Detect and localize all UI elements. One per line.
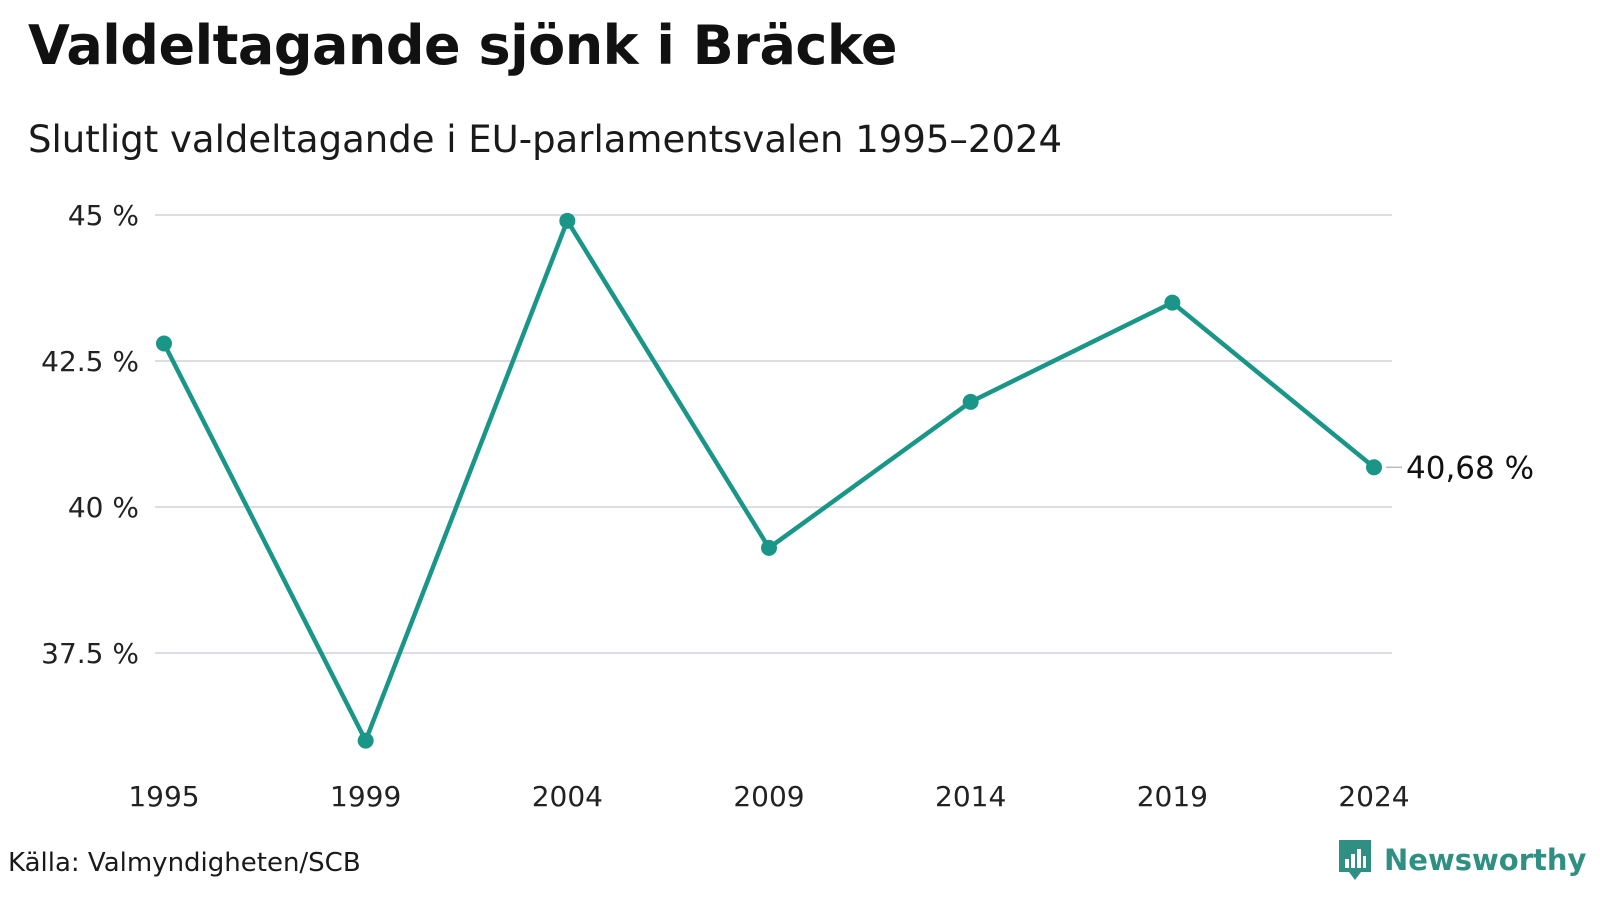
data-point xyxy=(357,732,374,749)
x-tick-label: 2019 xyxy=(1137,780,1208,813)
end-label-group: 40,68 % xyxy=(1386,450,1534,486)
data-point xyxy=(761,539,777,556)
chart-subtitle: Slutligt valdeltagande i EU-parlamentsva… xyxy=(28,118,1063,161)
series-group xyxy=(156,212,1382,749)
end-value-label: 40,68 % xyxy=(1406,450,1534,486)
series-line xyxy=(161,218,1377,743)
y-tick-label: 40 % xyxy=(68,491,139,524)
y-tick-label: 37.5 % xyxy=(41,637,139,670)
x-tick-label: 2004 xyxy=(532,780,603,813)
data-point xyxy=(962,393,979,410)
data-point xyxy=(156,335,172,352)
x-tick-label: 1999 xyxy=(330,780,401,813)
newsworthy-logo-icon xyxy=(1339,840,1371,880)
brand-name: Newsworthy xyxy=(1384,843,1587,877)
data-point xyxy=(559,212,576,229)
x-tick-label: 2024 xyxy=(1338,780,1409,813)
y-tick-label: 42.5 % xyxy=(41,345,139,378)
x-axis-ticks: 1995 1999 2004 2009 2014 2019 2024 xyxy=(128,780,1409,813)
brand-logo: Newsworthy xyxy=(1336,836,1586,884)
x-tick-label: 2009 xyxy=(733,780,804,813)
source-note: Källa: Valmyndigheten/SCB xyxy=(8,848,361,878)
chart-title: Valdeltagande sjönk i Bräcke xyxy=(28,14,897,77)
data-point xyxy=(1164,294,1181,311)
y-axis-ticks: 45 % 42.5 % 40 % 37.5 % xyxy=(41,199,139,670)
gridlines xyxy=(155,214,1392,654)
data-point xyxy=(1366,459,1382,476)
x-tick-label: 2014 xyxy=(935,780,1006,813)
y-tick-label: 45 % xyxy=(68,199,139,232)
x-tick-label: 1995 xyxy=(128,780,199,813)
